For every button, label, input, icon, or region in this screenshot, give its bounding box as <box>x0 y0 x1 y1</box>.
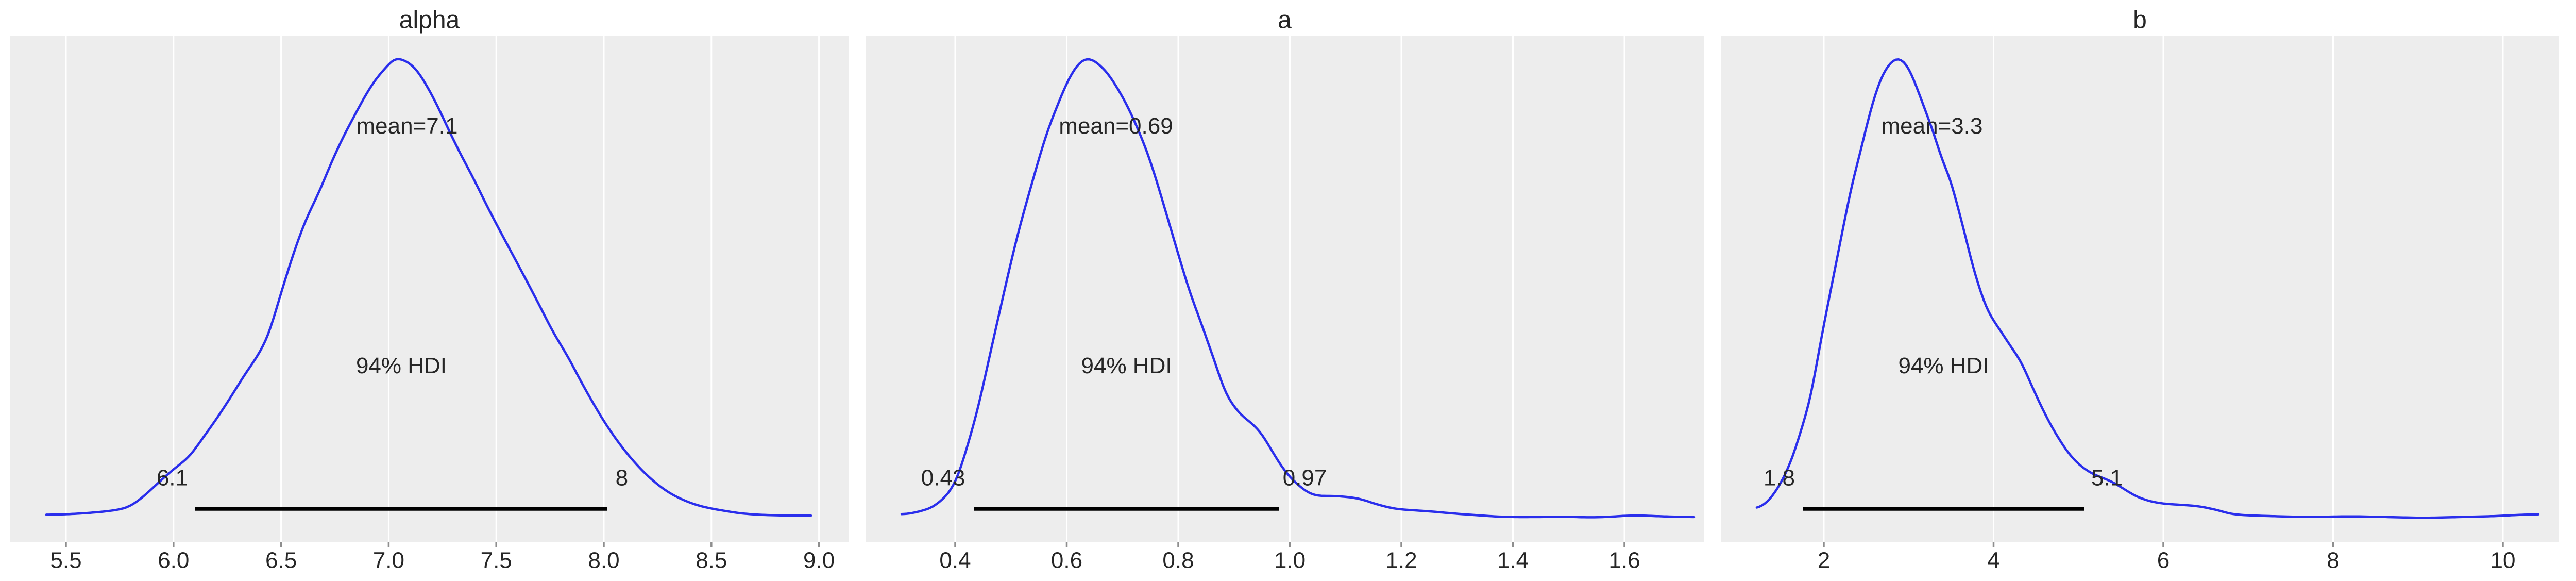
svg-text:alpha: alpha <box>399 7 460 34</box>
svg-text:10: 10 <box>2490 548 2516 573</box>
svg-text:mean=7.1: mean=7.1 <box>357 113 458 139</box>
svg-text:6: 6 <box>2157 548 2170 573</box>
svg-text:0.4: 0.4 <box>939 548 971 573</box>
svg-text:8: 8 <box>616 466 628 491</box>
svg-text:1.6: 1.6 <box>1608 548 1640 573</box>
svg-text:7.5: 7.5 <box>481 548 512 573</box>
svg-text:94% HDI: 94% HDI <box>356 353 447 378</box>
svg-text:a: a <box>1278 7 1292 34</box>
svg-text:1.0: 1.0 <box>1274 548 1306 573</box>
svg-text:1.2: 1.2 <box>1385 548 1417 573</box>
svg-text:8.5: 8.5 <box>696 548 727 573</box>
svg-text:1.8: 1.8 <box>1764 466 1795 491</box>
svg-text:94% HDI: 94% HDI <box>1898 353 1989 378</box>
svg-text:2: 2 <box>1818 548 1830 573</box>
svg-text:6.5: 6.5 <box>265 548 297 573</box>
svg-text:6.1: 6.1 <box>157 466 188 491</box>
svg-text:8.0: 8.0 <box>588 548 619 573</box>
svg-text:8: 8 <box>2327 548 2339 573</box>
svg-text:mean=3.3: mean=3.3 <box>1882 113 1983 139</box>
svg-text:0.43: 0.43 <box>921 466 965 491</box>
svg-text:7.0: 7.0 <box>373 548 404 573</box>
svg-text:0.8: 0.8 <box>1162 548 1194 573</box>
svg-text:9.0: 9.0 <box>803 548 835 573</box>
svg-text:5.1: 5.1 <box>2091 466 2123 491</box>
svg-text:94% HDI: 94% HDI <box>1081 353 1172 378</box>
svg-text:0.97: 0.97 <box>1283 466 1327 491</box>
svg-text:6.0: 6.0 <box>158 548 189 573</box>
svg-text:b: b <box>2133 7 2147 34</box>
svg-text:0.6: 0.6 <box>1051 548 1082 573</box>
svg-text:5.5: 5.5 <box>50 548 81 573</box>
svg-text:mean=0.69: mean=0.69 <box>1059 113 1173 139</box>
svg-text:1.4: 1.4 <box>1497 548 1529 573</box>
svg-text:4: 4 <box>1987 548 1999 573</box>
